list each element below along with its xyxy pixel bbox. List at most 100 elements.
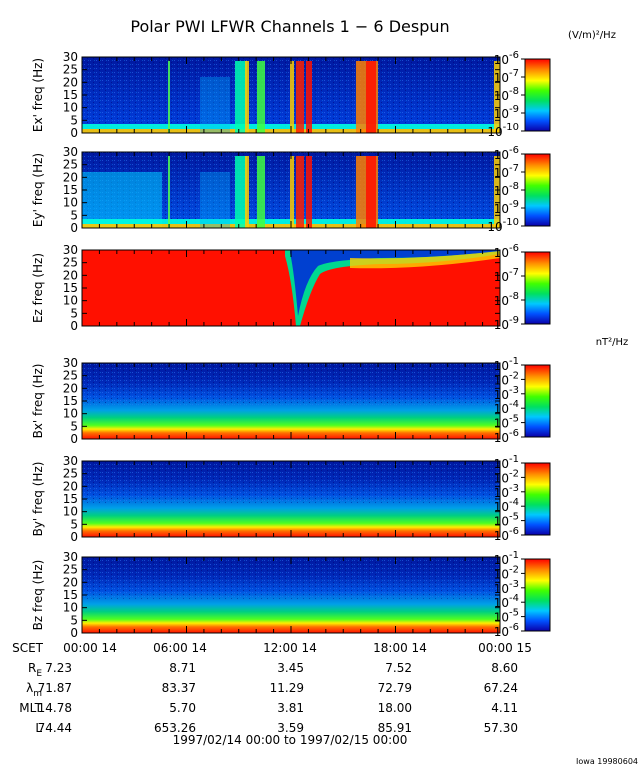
colorbar-tick-label: 10-6 xyxy=(494,526,519,543)
y-tick-label: 5 xyxy=(70,613,78,627)
colorbar-tick-label: 10-7 xyxy=(494,267,519,284)
colorbar-tick-label: 10-4 xyxy=(494,593,519,610)
y-tick-label: 5 xyxy=(70,306,78,320)
ephemeris-label: MLT xyxy=(19,701,42,715)
y-tick-label: 25 xyxy=(63,256,78,270)
colorbar-tick-label: 10-6 xyxy=(494,145,519,162)
ephemeris-value: 18.00 xyxy=(378,701,412,715)
y-tick-label: 15 xyxy=(63,394,78,408)
spectrogram-2 xyxy=(82,152,500,228)
y-tick-label: 30 xyxy=(63,145,78,159)
y-tick-label: 0 xyxy=(70,221,78,235)
spectrogram-3 xyxy=(82,250,500,326)
y-tick-label: 10 xyxy=(63,601,78,615)
ephemeris-value: 67.24 xyxy=(484,681,518,695)
colorbar-tick-label: 10-8 xyxy=(494,291,519,308)
colorbar-tick-label: 10-5 xyxy=(494,608,519,625)
colorbar-tick-label: 10-2 xyxy=(494,370,519,387)
y-tick-label: 20 xyxy=(63,268,78,282)
figure-title: Polar PWI LFWR Channels 1 − 6 Despun xyxy=(130,17,449,36)
colorbar-tick-label: 10-8 xyxy=(494,86,519,103)
y-tick-label: 5 xyxy=(70,113,78,127)
x-tick-label: 00:00 15 xyxy=(478,641,532,655)
colorbar-tick-label: 10-1 xyxy=(494,356,519,373)
y-tick-label: 0 xyxy=(70,319,78,333)
ephemeris-value: 74.44 xyxy=(38,721,72,735)
y-tick-label: 0 xyxy=(70,432,78,446)
spectrogram-5 xyxy=(82,461,500,537)
ephemeris-value: 3.59 xyxy=(277,721,304,735)
y-tick-label: 30 xyxy=(63,550,78,564)
ephemeris-value: 4.11 xyxy=(491,701,518,715)
colorbar-tick-label: 10-9 xyxy=(494,315,519,332)
colorbar-tick-label: 10-2 xyxy=(494,564,519,581)
footer-credit: Iowa 19980604 xyxy=(576,757,638,766)
colorbar-tick-label: 10-6 xyxy=(494,428,519,445)
ephemeris-value: 72.79 xyxy=(378,681,412,695)
y-tick-label: 20 xyxy=(63,75,78,89)
colorbar-4 xyxy=(524,364,551,438)
colorbar-tick-label: 10-6 xyxy=(494,622,519,639)
y-tick-label: 5 xyxy=(70,208,78,222)
spectrogram-6 xyxy=(82,557,500,633)
y-tick-label: 30 xyxy=(63,454,78,468)
time-range: 1997/02/14 00:00 to 1997/02/15 00:00 xyxy=(173,733,408,747)
y-axis-label: Ey' freq (Hz) xyxy=(31,153,45,227)
x-tick-label: 18:00 14 xyxy=(373,641,427,655)
y-tick-label: 25 xyxy=(63,158,78,172)
ephemeris-value: 11.29 xyxy=(270,681,304,695)
colorbar-tick-label: 10-7 xyxy=(494,68,519,85)
y-tick-label: 30 xyxy=(63,243,78,257)
ephemeris-value: 83.37 xyxy=(162,681,196,695)
colorbar-tick-label: 10-9 xyxy=(494,199,519,216)
colorbar-tick-label: 10-8 xyxy=(494,181,519,198)
colorbar-6 xyxy=(524,558,551,632)
ephemeris-label: RE xyxy=(28,661,42,679)
y-tick-label: 25 xyxy=(63,63,78,77)
y-tick-label: 20 xyxy=(63,575,78,589)
y-tick-label: 0 xyxy=(70,530,78,544)
y-axis-label: By' freq (Hz) xyxy=(31,462,45,537)
y-axis-label: Ex' freq (Hz) xyxy=(31,58,45,132)
ephemeris-value: 3.45 xyxy=(277,661,304,675)
spectrogram-4 xyxy=(82,363,500,439)
colorbar-tick-label: 10-1 xyxy=(494,454,519,471)
y-tick-label: 15 xyxy=(63,281,78,295)
ephemeris-value: 71.87 xyxy=(38,681,72,695)
y-axis-label: Bx' freq (Hz) xyxy=(31,364,45,439)
y-tick-label: 15 xyxy=(63,183,78,197)
ephemeris-value: 7.52 xyxy=(385,661,412,675)
y-tick-label: 25 xyxy=(63,563,78,577)
colorbar-tick-label: 10-10 xyxy=(487,217,519,234)
y-tick-label: 10 xyxy=(63,101,78,115)
colorbar-2 xyxy=(524,153,551,227)
ephemeris-value: 85.91 xyxy=(378,721,412,735)
ephemeris-value: 3.81 xyxy=(277,701,304,715)
ephemeris-label: SCET xyxy=(12,641,44,655)
y-tick-label: 5 xyxy=(70,517,78,531)
y-tick-label: 15 xyxy=(63,588,78,602)
y-tick-label: 10 xyxy=(63,294,78,308)
colorbar-5 xyxy=(524,462,551,536)
y-tick-label: 0 xyxy=(70,126,78,140)
ephemeris-value: 5.70 xyxy=(169,701,196,715)
y-tick-label: 20 xyxy=(63,170,78,184)
y-tick-label: 20 xyxy=(63,479,78,493)
ephemeris-value: 8.60 xyxy=(491,661,518,675)
spectrogram-1 xyxy=(82,57,500,133)
colorbar-1 xyxy=(524,58,551,132)
e-field-units: (V/m)²/Hz xyxy=(568,30,616,41)
colorbar-tick-label: 10-5 xyxy=(494,414,519,431)
x-tick-label: 00:00 14 xyxy=(63,641,117,655)
x-tick-label: 12:00 14 xyxy=(263,641,317,655)
y-tick-label: 20 xyxy=(63,381,78,395)
colorbar-3 xyxy=(524,251,551,325)
colorbar-tick-label: 10-7 xyxy=(494,163,519,180)
y-tick-label: 30 xyxy=(63,356,78,370)
x-tick-label: 06:00 14 xyxy=(153,641,207,655)
